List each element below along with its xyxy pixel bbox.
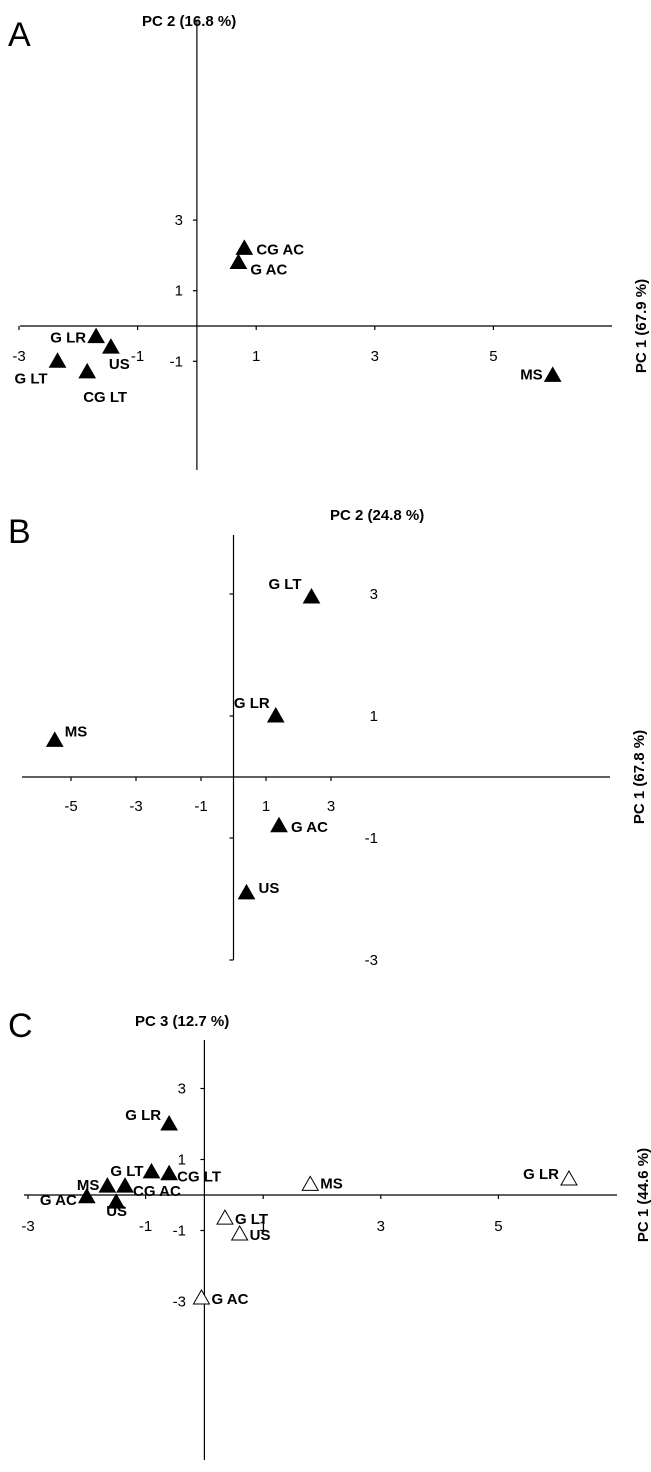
data-point-filled <box>270 816 288 833</box>
data-point-filled <box>160 1114 178 1131</box>
x-tick-label: 3 <box>371 348 379 365</box>
data-point-filled <box>266 706 285 723</box>
data-point-label: G LT <box>14 370 47 387</box>
x-axis-title: PC 1 (67.9 %) <box>633 279 650 373</box>
x-tick-label: -1 <box>131 348 144 365</box>
x-tick-label: 1 <box>262 798 270 815</box>
data-point-label: US <box>259 880 280 897</box>
x-tick-label: -3 <box>21 1218 34 1235</box>
data-point-filled <box>543 366 562 382</box>
data-point-label: G AC <box>211 1291 248 1308</box>
data-point-filled <box>87 327 105 344</box>
data-point-filled <box>107 1193 126 1209</box>
y-axis-title: PC 3 (12.7 %) <box>135 1013 229 1030</box>
data-point-label: G LR <box>523 1166 559 1183</box>
y-tick-label: -3 <box>365 952 378 969</box>
data-point-filled <box>77 1187 96 1204</box>
y-tick-label: -1 <box>170 353 183 370</box>
x-tick-label: 5 <box>489 348 497 365</box>
x-tick-label: 3 <box>377 1218 385 1235</box>
y-tick-label: -3 <box>173 1294 186 1311</box>
x-tick-label: 1 <box>259 1218 267 1235</box>
x-tick-label: -5 <box>64 798 77 815</box>
y-axis-title: PC 2 (16.8 %) <box>142 13 236 30</box>
y-tick-label: -1 <box>365 830 378 847</box>
data-point-label: CG LT <box>177 1169 221 1186</box>
data-point-label: G LT <box>268 576 301 593</box>
data-point-filled <box>45 731 64 747</box>
data-point-label: MS <box>77 1177 100 1194</box>
data-point-label: CG AC <box>133 1183 181 1200</box>
y-axis-title: PC 2 (24.8 %) <box>330 507 424 524</box>
panel-b: B -5 -3 -1 1 3 -3 -1 1 3 PC 2 (24.8 %) PC 1 (67.8 … <box>8 507 648 969</box>
data-point-filled <box>235 239 254 255</box>
data-point-label: G LT <box>110 1163 143 1180</box>
y-tick-label: 3 <box>178 1081 186 1098</box>
data-point-label: CG LT <box>83 389 127 406</box>
panel-letter-b: B <box>8 513 31 551</box>
x-tick-label: -3 <box>12 348 25 365</box>
data-point-open <box>216 1209 234 1225</box>
y-tick-label: 3 <box>175 212 183 229</box>
data-point-filled <box>48 352 67 368</box>
data-point-filled <box>116 1177 134 1193</box>
data-point-open <box>301 1175 320 1191</box>
data-point-open <box>192 1288 211 1305</box>
data-point-label: G LR <box>234 695 270 712</box>
y-tick-label: -1 <box>173 1223 186 1240</box>
data-point-label: G AC <box>291 819 328 836</box>
data-point-filled <box>142 1162 161 1179</box>
x-tick-label: 1 <box>252 348 260 365</box>
y-tick-label: 1 <box>370 708 378 725</box>
data-point-label: US <box>250 1227 271 1244</box>
data-point-filled <box>302 588 321 604</box>
data-point-filled <box>78 362 97 379</box>
data-point-label: MS <box>520 366 543 383</box>
data-point-label: MS <box>65 723 88 740</box>
data-point-filled <box>237 883 256 900</box>
panel-a: A -3 -1 1 3 5 -1 1 3 PC 2 (16.8 %) PC 1 (67.9 %) C… <box>8 13 650 470</box>
y-tick-label: 1 <box>178 1152 186 1169</box>
data-point-filled <box>102 338 120 354</box>
data-point-label: US <box>109 356 130 373</box>
data-point-label: US <box>106 1203 127 1220</box>
x-tick-label: 3 <box>327 798 335 815</box>
data-point-open <box>230 1225 249 1241</box>
y-tick-label: 1 <box>175 283 183 300</box>
data-point-label: G LR <box>125 1107 161 1124</box>
x-axis-title: PC 1 (44.6 %) <box>635 1148 651 1242</box>
panel-letter-a: A <box>8 16 31 54</box>
data-point-label: G AC <box>40 1192 77 1209</box>
y-tick-label: 3 <box>370 586 378 603</box>
data-point-label: G LT <box>235 1211 268 1228</box>
data-point-filled <box>98 1177 117 1193</box>
data-point-label: G AC <box>250 261 287 278</box>
panel-letter-c: C <box>8 1007 33 1045</box>
data-point-label: MS <box>320 1175 343 1192</box>
data-point-filled <box>229 253 248 269</box>
x-tick-label: -3 <box>129 798 142 815</box>
data-point-filled <box>160 1164 178 1181</box>
x-axis-title: PC 1 (67.8 %) <box>631 730 648 824</box>
data-point-label: CG AC <box>256 241 304 258</box>
panel-c: C -3 -1 1 3 5 -3 -1 1 3 PC 3 (12.7 %) PC 1 (44.6 %… <box>8 1007 651 1460</box>
x-tick-label: -1 <box>139 1218 152 1235</box>
data-point-label: G LR <box>50 330 86 347</box>
x-tick-label: 5 <box>494 1218 502 1235</box>
data-point-open <box>560 1170 578 1186</box>
x-tick-label: -1 <box>194 798 207 815</box>
